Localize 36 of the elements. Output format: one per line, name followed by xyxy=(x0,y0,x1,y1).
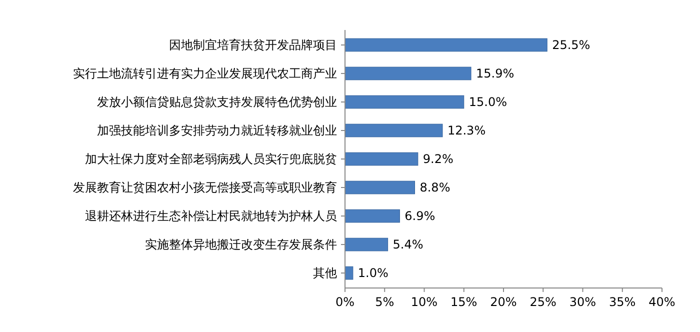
data-label: 6.9% xyxy=(404,209,436,224)
x-tick-label: 10% xyxy=(410,295,438,309)
y-tick-label: 发展教育让贫困农村小孩无偿接受高等或职业教育 xyxy=(73,180,337,195)
bar xyxy=(344,38,548,52)
data-label: 12.3% xyxy=(447,124,486,138)
bar xyxy=(344,124,443,138)
data-label: 15.9% xyxy=(476,66,514,81)
x-tick-label: 15% xyxy=(450,295,478,309)
y-tick-label: 因地制宜培育扶贫开发品牌项目 xyxy=(169,38,337,52)
x-tick-label: 25% xyxy=(530,295,556,309)
data-label: 25.5% xyxy=(552,38,590,52)
data-label: 15.0% xyxy=(468,95,507,110)
x-tick-label: 40% xyxy=(648,295,676,309)
data-label: 1.0% xyxy=(358,266,388,280)
bar xyxy=(344,266,354,280)
y-tick-label: 加强技能培训多安排劳动力就近转移就业创业 xyxy=(97,124,337,138)
x-tick-label: 5% xyxy=(375,295,394,309)
bar xyxy=(344,209,400,223)
bar xyxy=(344,66,472,80)
data-label: 5.4% xyxy=(392,238,424,252)
x-tick-label: 35% xyxy=(609,295,636,309)
y-tick-label: 加大社保力度对全部老弱病残人员实行兜底脱贫 xyxy=(85,152,337,166)
bar xyxy=(344,238,388,252)
x-tick-label: 30% xyxy=(569,295,596,309)
data-label: 9.2% xyxy=(422,152,454,166)
x-tick-label: 20% xyxy=(490,295,517,309)
y-tick-label: 退耕还林进行生态补偿让村民就地转为护林人员 xyxy=(85,209,337,224)
bar xyxy=(344,180,415,194)
y-tick-label: 实施整体异地搬迁改变生存发展条件 xyxy=(145,238,337,252)
data-label: 8.8% xyxy=(420,180,450,195)
bar xyxy=(344,95,464,109)
y-tick-label: 实行土地流转引进有实力企业发展现代农工商产业 xyxy=(73,66,337,81)
y-tick-label: 发放小额信贷贴息贷款支持发展特色优势创业 xyxy=(97,95,337,110)
bar xyxy=(344,152,418,166)
y-tick-label: 其他 xyxy=(313,266,337,280)
x-tick-label: 0% xyxy=(335,295,355,309)
